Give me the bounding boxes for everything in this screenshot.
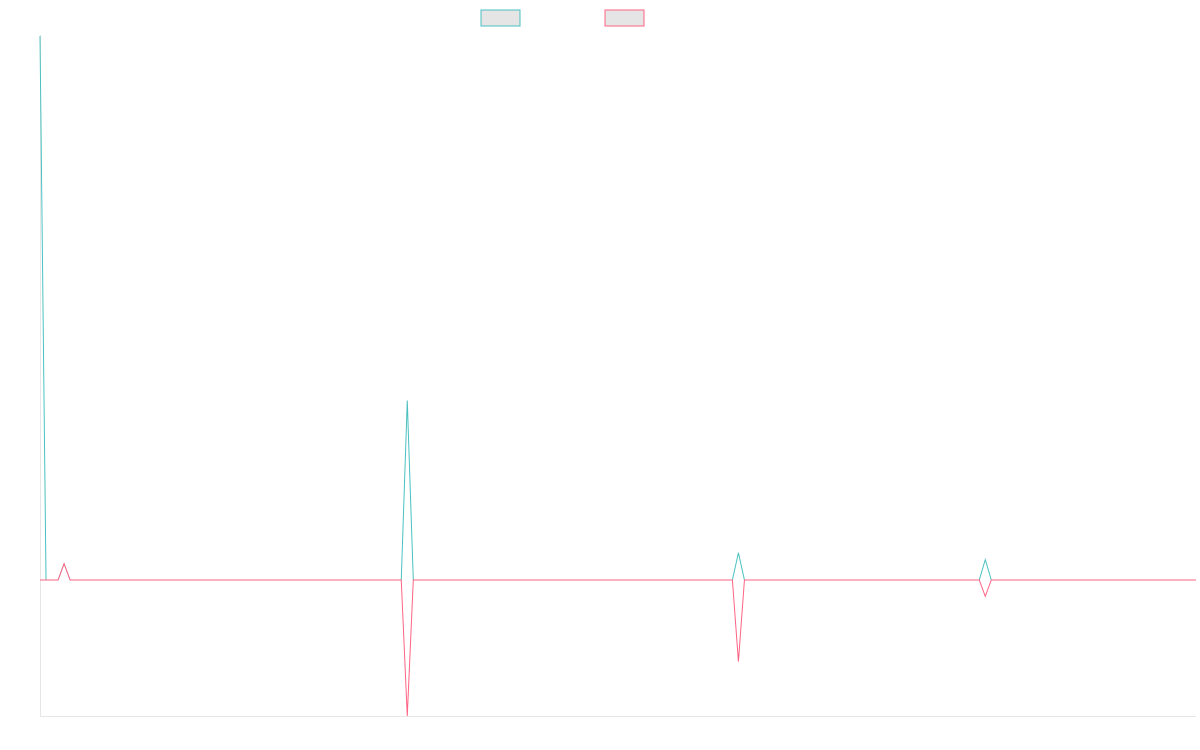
- series-line-2: [40, 562, 1196, 717]
- data-point-series-2-3[interactable]: [735, 659, 741, 665]
- series-line-1: [39, 35, 1196, 581]
- data-point-series-2-1[interactable]: [61, 561, 67, 567]
- data-point-series-1-5[interactable]: [982, 557, 988, 563]
- legend-swatch-series-2[interactable]: [604, 9, 645, 27]
- data-point-series-2-4[interactable]: [982, 593, 988, 599]
- legend[interactable]: [480, 9, 645, 27]
- data-point-series-2-2[interactable]: [404, 713, 410, 719]
- data-point-series-1-3[interactable]: [404, 397, 410, 403]
- legend-swatch-series-1[interactable]: [480, 9, 521, 27]
- data-point-series-1-4[interactable]: [735, 550, 741, 556]
- data-point-series-1-1[interactable]: [37, 33, 43, 39]
- series-layer: [37, 33, 1196, 719]
